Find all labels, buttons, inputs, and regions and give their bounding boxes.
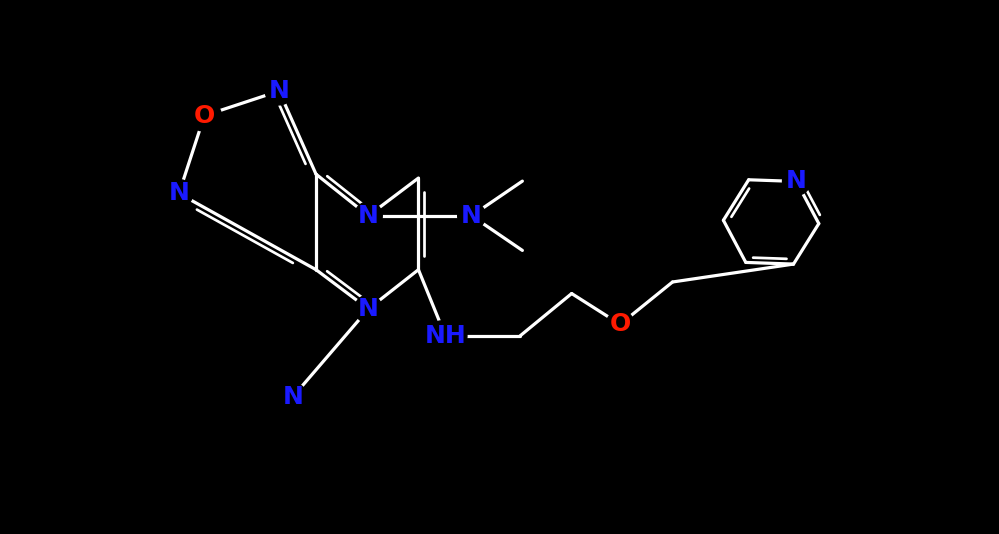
- Ellipse shape: [265, 77, 293, 105]
- Ellipse shape: [355, 295, 383, 323]
- Text: N: N: [269, 79, 290, 103]
- Ellipse shape: [782, 168, 810, 195]
- Ellipse shape: [424, 320, 467, 351]
- Ellipse shape: [606, 310, 634, 338]
- Text: N: N: [462, 204, 482, 228]
- Ellipse shape: [188, 100, 222, 131]
- Text: N: N: [169, 182, 190, 206]
- Text: N: N: [786, 169, 807, 193]
- Ellipse shape: [355, 202, 383, 230]
- Text: O: O: [609, 312, 630, 336]
- Ellipse shape: [279, 383, 307, 411]
- Text: N: N: [358, 204, 379, 228]
- Text: N: N: [283, 384, 304, 409]
- Ellipse shape: [458, 202, 486, 230]
- Ellipse shape: [165, 179, 193, 207]
- Text: O: O: [194, 104, 215, 128]
- Text: NH: NH: [425, 324, 467, 348]
- Text: N: N: [358, 297, 379, 321]
